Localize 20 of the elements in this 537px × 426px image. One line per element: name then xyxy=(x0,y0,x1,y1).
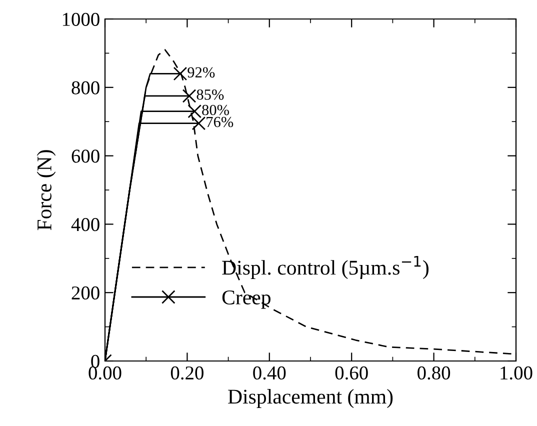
x-tick-label: 0.20 xyxy=(170,366,204,380)
y-tick-label: 800 xyxy=(72,81,100,94)
y-axis-title: Force (N) xyxy=(36,150,56,230)
y-tick-label: 200 xyxy=(72,286,100,300)
x-tick-label: 0.40 xyxy=(253,366,286,380)
y-tick-label: 0 xyxy=(91,354,100,368)
annotation: 76% xyxy=(206,116,234,128)
x-tick-label: 1.00 xyxy=(500,366,532,380)
x-axis-title: Displacement (mm) xyxy=(228,389,393,408)
x-tick-label: 0.80 xyxy=(418,366,450,380)
annotation: 85% xyxy=(196,89,224,100)
legend-label: Displ. control (5µm.s$^{−1}$) xyxy=(222,256,428,279)
legend-label: Creep xyxy=(222,290,270,309)
annotation: 92% xyxy=(188,67,215,78)
y-tick-label: 400 xyxy=(71,218,100,232)
y-tick-label: 600 xyxy=(72,150,100,163)
annotation: 80% xyxy=(202,104,230,116)
x-tick-label: 0.00 xyxy=(88,366,122,380)
x-tick-label: 0.60 xyxy=(335,366,368,380)
y-tick-label: 1000 xyxy=(62,12,100,26)
